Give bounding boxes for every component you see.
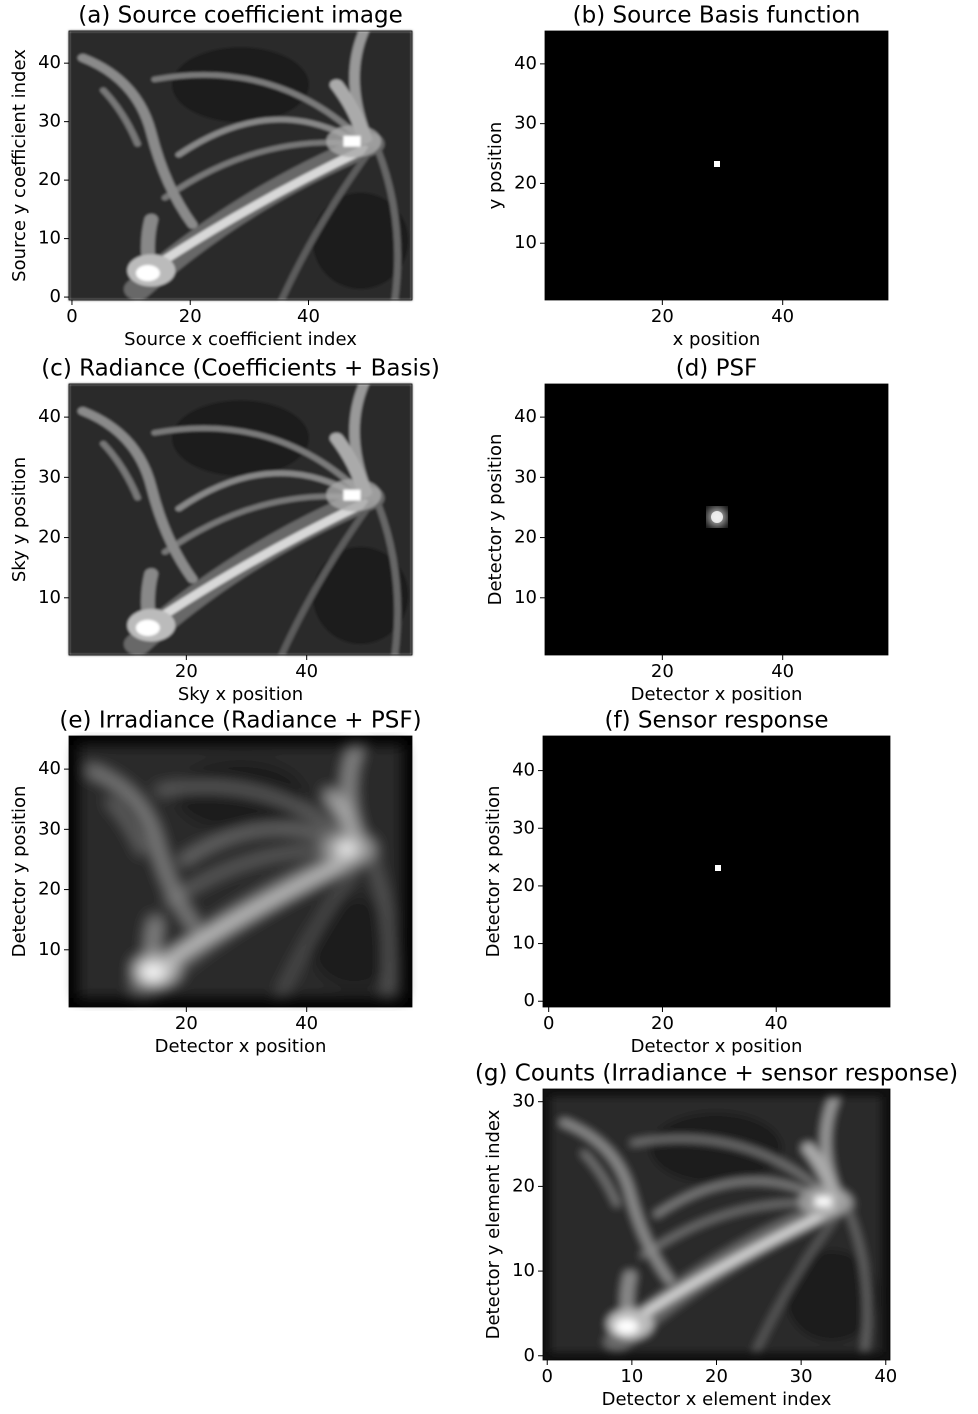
y-tick-label: 30 bbox=[514, 113, 537, 134]
y-tick-label: 30 bbox=[38, 818, 61, 839]
y-tick-label: 30 bbox=[38, 111, 61, 132]
image-c bbox=[69, 384, 412, 655]
chart-title: (b) Source Basis function bbox=[573, 3, 861, 29]
x-tick-label: 40 bbox=[771, 306, 794, 327]
x-tick-label: 20 bbox=[651, 1013, 674, 1034]
x-tick-label: 40 bbox=[295, 661, 318, 682]
x-tick-label: 40 bbox=[297, 306, 320, 327]
axes-frame bbox=[68, 30, 413, 301]
y-tick-label: 40 bbox=[38, 406, 61, 427]
x-tick-label: 20 bbox=[651, 306, 674, 327]
x-axis-label: Source x coefficient index bbox=[124, 329, 357, 350]
y-tick-label: 0 bbox=[50, 286, 61, 307]
image-f bbox=[543, 736, 890, 1007]
x-tick-label: 0 bbox=[66, 306, 77, 327]
chart-title: (a) Source coefficient image bbox=[78, 3, 403, 29]
x-tick-label: 20 bbox=[175, 661, 198, 682]
y-tick-label: 10 bbox=[38, 587, 61, 608]
x-tick-label: 0 bbox=[543, 1013, 554, 1034]
y-axis-label: Source y coefficient index bbox=[9, 49, 30, 282]
image-a bbox=[69, 31, 412, 300]
y-tick-label: 10 bbox=[38, 228, 61, 249]
axes-frame bbox=[544, 383, 889, 656]
image-d bbox=[545, 384, 888, 655]
axes-frame bbox=[68, 383, 413, 656]
x-tick-label: 40 bbox=[765, 1013, 788, 1034]
axes-frame bbox=[542, 735, 891, 1008]
y-axis-label: y position bbox=[485, 122, 506, 210]
y-axis-label: Detector y element index bbox=[483, 1109, 504, 1339]
x-axis-label: Detector x element index bbox=[602, 1389, 832, 1410]
y-tick-label: 20 bbox=[38, 169, 61, 190]
y-tick-label: 10 bbox=[514, 587, 537, 608]
y-tick-label: 20 bbox=[512, 875, 535, 896]
y-axis-label: Detector y position bbox=[9, 786, 30, 958]
y-axis-label: Sky y position bbox=[9, 457, 30, 582]
x-tick-label: 20 bbox=[175, 1013, 198, 1034]
y-tick-label: 20 bbox=[514, 172, 537, 193]
x-tick-label: 40 bbox=[874, 1366, 897, 1387]
axes-frame bbox=[544, 30, 889, 301]
x-tick-label: 20 bbox=[651, 661, 674, 682]
image-e bbox=[69, 736, 412, 1007]
y-tick-label: 40 bbox=[512, 760, 535, 781]
y-axis-label: Detector y position bbox=[485, 434, 506, 606]
x-axis-label: Detector x position bbox=[155, 1036, 327, 1057]
y-tick-label: 40 bbox=[514, 406, 537, 427]
x-tick-label: 20 bbox=[179, 306, 202, 327]
image-g bbox=[543, 1089, 890, 1360]
y-tick-label: 40 bbox=[38, 52, 61, 73]
y-tick-label: 10 bbox=[512, 933, 535, 954]
y-tick-label: 0 bbox=[524, 1345, 535, 1366]
y-axis-label: Detector x position bbox=[483, 786, 504, 958]
y-tick-label: 30 bbox=[512, 817, 535, 838]
y-tick-label: 30 bbox=[38, 466, 61, 487]
chart-title: (e) Irradiance (Radiance + PSF) bbox=[59, 708, 421, 734]
y-tick-label: 10 bbox=[38, 939, 61, 960]
y-tick-label: 20 bbox=[514, 527, 537, 548]
x-tick-label: 30 bbox=[790, 1366, 813, 1387]
x-tick-label: 10 bbox=[620, 1366, 643, 1387]
x-axis-label: Detector x position bbox=[631, 1036, 803, 1057]
y-tick-label: 30 bbox=[514, 466, 537, 487]
x-tick-label: 40 bbox=[295, 1013, 318, 1034]
chart-title: (f) Sensor response bbox=[605, 708, 829, 734]
y-tick-label: 20 bbox=[512, 1175, 535, 1196]
x-tick-label: 0 bbox=[542, 1366, 553, 1387]
y-tick-label: 10 bbox=[514, 232, 537, 253]
x-tick-label: 40 bbox=[771, 661, 794, 682]
image-b bbox=[545, 31, 888, 300]
x-axis-label: Sky x position bbox=[178, 684, 303, 705]
chart-title: (d) PSF bbox=[676, 356, 758, 382]
chart-title: (g) Counts (Irradiance + sensor response… bbox=[475, 1061, 958, 1087]
axes-frame bbox=[68, 735, 413, 1008]
chart-title: (c) Radiance (Coefficients + Basis) bbox=[41, 356, 440, 382]
y-tick-label: 20 bbox=[38, 527, 61, 548]
x-tick-label: 20 bbox=[705, 1366, 728, 1387]
y-tick-label: 30 bbox=[512, 1091, 535, 1112]
x-axis-label: Detector x position bbox=[631, 684, 803, 705]
y-tick-label: 40 bbox=[38, 758, 61, 779]
y-tick-label: 20 bbox=[38, 879, 61, 900]
x-axis-label: x position bbox=[673, 329, 761, 350]
y-tick-label: 10 bbox=[512, 1260, 535, 1281]
y-tick-label: 40 bbox=[514, 53, 537, 74]
y-tick-label: 0 bbox=[524, 990, 535, 1011]
